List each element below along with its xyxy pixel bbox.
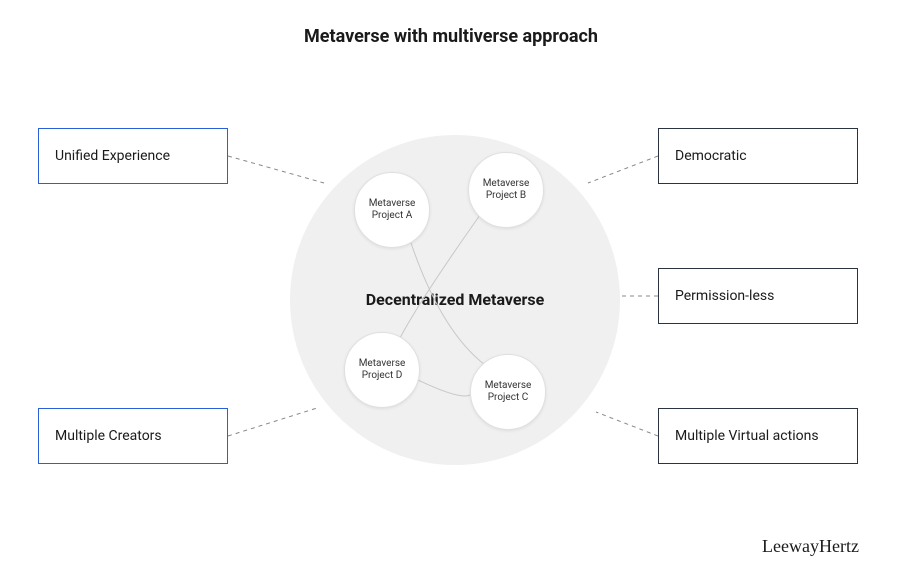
feature-box-creators: Multiple Creators <box>38 408 228 464</box>
project-node-c: MetaverseProject C <box>470 354 546 430</box>
feature-box-democratic: Democratic <box>658 128 858 184</box>
feature-box-virtual: Multiple Virtual actions <box>658 408 858 464</box>
connector-line-2 <box>588 156 658 183</box>
project-node-d: MetaverseProject D <box>344 332 420 408</box>
central-label: Decentralized Metaverse <box>320 290 590 309</box>
brand-attribution: LeewayHertz <box>762 536 859 557</box>
feature-box-permissionless: Permission-less <box>658 268 858 324</box>
project-node-a: MetaverseProject A <box>354 172 430 248</box>
diagram-title: Metaverse with multiverse approach <box>0 26 902 47</box>
connector-line-1 <box>228 408 317 436</box>
connector-line-4 <box>596 412 658 436</box>
feature-box-unified: Unified Experience <box>38 128 228 184</box>
project-node-b: MetaverseProject B <box>468 152 544 228</box>
connector-line-0 <box>228 156 324 183</box>
